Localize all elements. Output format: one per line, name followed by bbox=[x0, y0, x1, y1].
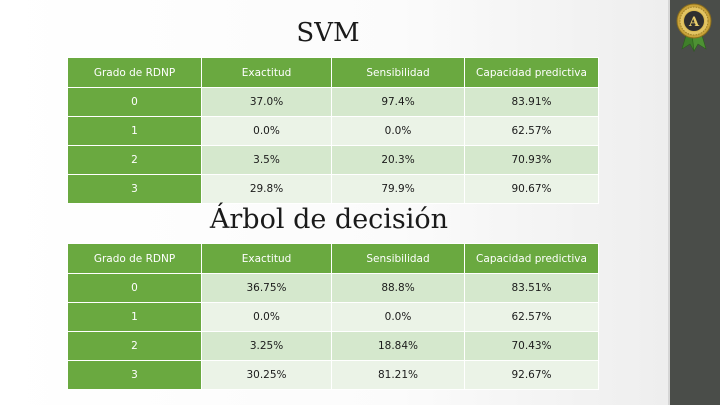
predictive-cell: 70.93% bbox=[464, 145, 599, 175]
column-header: Grado de RDNP bbox=[67, 57, 202, 88]
predictive-cell: 92.67% bbox=[464, 360, 599, 390]
sensitivity-cell: 88.8% bbox=[331, 273, 465, 303]
table-row: 3 29.8% 79.9% 90.67% bbox=[67, 174, 599, 204]
table-row: 2 3.25% 18.84% 70.43% bbox=[67, 331, 599, 361]
table-row: 0 37.0% 97.4% 83.91% bbox=[67, 87, 599, 117]
sensitivity-cell: 0.0% bbox=[331, 116, 465, 146]
column-header: Capacidad predictiva bbox=[464, 243, 599, 274]
grade-cell: 0 bbox=[67, 273, 202, 303]
sensitivity-cell: 0.0% bbox=[331, 302, 465, 332]
sensitivity-cell: 18.84% bbox=[331, 331, 465, 361]
grade-cell: 3 bbox=[67, 360, 202, 390]
table-row: 3 30.25% 81.21% 92.67% bbox=[67, 360, 599, 390]
accuracy-cell: 3.5% bbox=[201, 145, 332, 175]
accuracy-cell: 30.25% bbox=[201, 360, 332, 390]
column-header: Grado de RDNP bbox=[67, 243, 202, 274]
accuracy-cell: 37.0% bbox=[201, 87, 332, 117]
table-row: 2 3.5% 20.3% 70.93% bbox=[67, 145, 599, 175]
sensitivity-cell: 79.9% bbox=[331, 174, 465, 204]
decision-tree-table: Grado de RDNP Exactitud Sensibilidad Cap… bbox=[67, 243, 599, 390]
table-row: 1 0.0% 0.0% 62.57% bbox=[67, 302, 599, 332]
award-seal-icon: A bbox=[676, 3, 712, 52]
table-header-row: Grado de RDNP Exactitud Sensibilidad Cap… bbox=[67, 243, 599, 274]
grade-cell: 2 bbox=[67, 331, 202, 361]
right-sidebar bbox=[668, 0, 720, 405]
svm-title: SVM bbox=[296, 18, 360, 48]
column-header: Exactitud bbox=[201, 57, 332, 88]
predictive-cell: 83.91% bbox=[464, 87, 599, 117]
table-row: 1 0.0% 0.0% 62.57% bbox=[67, 116, 599, 146]
accuracy-cell: 29.8% bbox=[201, 174, 332, 204]
grade-cell: 0 bbox=[67, 87, 202, 117]
grade-cell: 1 bbox=[67, 116, 202, 146]
predictive-cell: 62.57% bbox=[464, 116, 599, 146]
decision-tree-title: Árbol de decisión bbox=[209, 204, 449, 235]
predictive-cell: 83.51% bbox=[464, 273, 599, 303]
column-header: Sensibilidad bbox=[331, 57, 465, 88]
sensitivity-cell: 97.4% bbox=[331, 87, 465, 117]
grade-cell: 2 bbox=[67, 145, 202, 175]
table-row: 0 36.75% 88.8% 83.51% bbox=[67, 273, 599, 303]
table-header-row: Grado de RDNP Exactitud Sensibilidad Cap… bbox=[67, 57, 599, 88]
accuracy-cell: 3.25% bbox=[201, 331, 332, 361]
accuracy-cell: 0.0% bbox=[201, 302, 332, 332]
accuracy-cell: 36.75% bbox=[201, 273, 332, 303]
column-header: Sensibilidad bbox=[331, 243, 465, 274]
sensitivity-cell: 81.21% bbox=[331, 360, 465, 390]
predictive-cell: 70.43% bbox=[464, 331, 599, 361]
accuracy-cell: 0.0% bbox=[201, 116, 332, 146]
grade-cell: 3 bbox=[67, 174, 202, 204]
badge-letter: A bbox=[688, 15, 700, 30]
column-header: Exactitud bbox=[201, 243, 332, 274]
svm-table: Grado de RDNP Exactitud Sensibilidad Cap… bbox=[67, 57, 599, 204]
grade-cell: 1 bbox=[67, 302, 202, 332]
sensitivity-cell: 20.3% bbox=[331, 145, 465, 175]
predictive-cell: 62.57% bbox=[464, 302, 599, 332]
column-header: Capacidad predictiva bbox=[464, 57, 599, 88]
predictive-cell: 90.67% bbox=[464, 174, 599, 204]
